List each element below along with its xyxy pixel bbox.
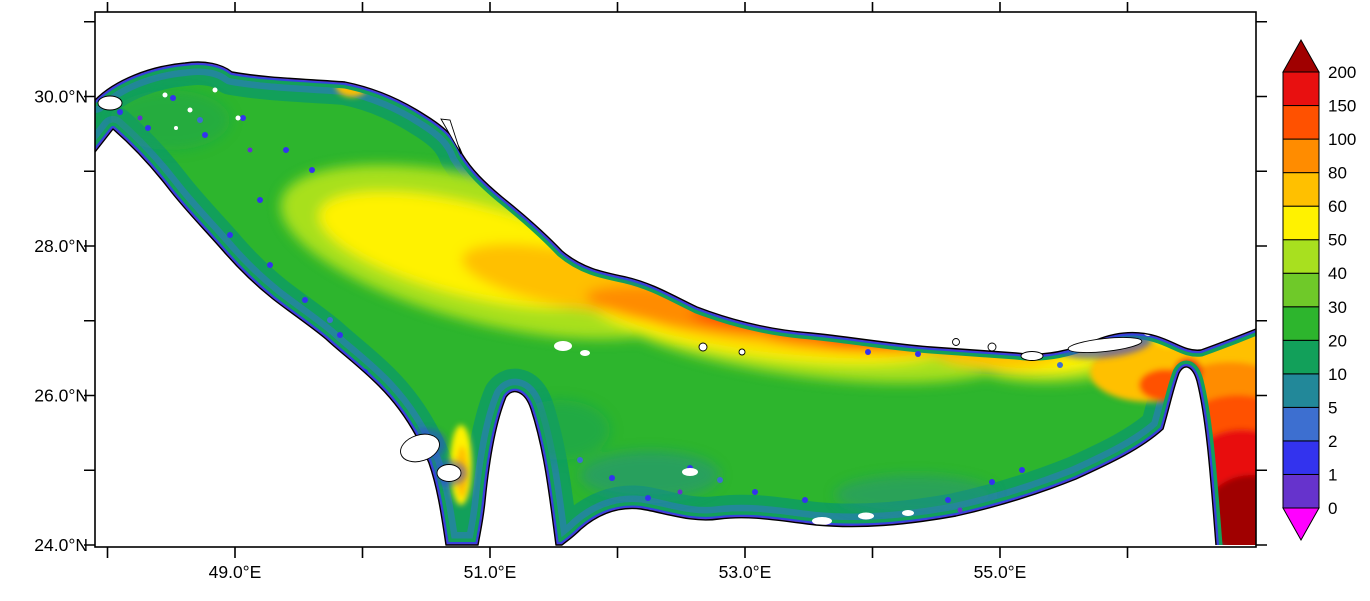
colorbar-label-150: 150 xyxy=(1328,97,1356,116)
colorbar-segment-40-50 xyxy=(1282,239,1320,274)
x-tick-label-55e: 55.0°E xyxy=(974,562,1027,582)
colorbar-label-0: 0 xyxy=(1328,499,1337,518)
colorbar-segment-150-200 xyxy=(1282,71,1320,107)
colorbar-label-50: 50 xyxy=(1328,231,1347,250)
colorbar-segment-20-30 xyxy=(1282,306,1320,341)
y-tick-label-26n: 26.0°N xyxy=(34,386,88,406)
colorbar-segment-100-150 xyxy=(1282,105,1320,140)
y-axis-labels: 24.0°N 26.0°N 28.0°N 30.0°N xyxy=(34,87,88,556)
plot-frame xyxy=(94,11,1257,548)
colorbar-label-30: 30 xyxy=(1328,298,1347,317)
x-tick-label-51e: 51.0°E xyxy=(464,562,517,582)
x-axis-ticks-bottom xyxy=(106,547,1129,558)
colorbar: 0 1 2 5 10 20 30 40 50 60 80 100 150 200 xyxy=(1282,38,1356,542)
colorbar-label-100: 100 xyxy=(1328,130,1356,149)
y-tick-label-24n: 24.0°N xyxy=(34,535,88,555)
colorbar-label-10: 10 xyxy=(1328,365,1347,384)
colorbar-label-5: 5 xyxy=(1328,398,1337,417)
colorbar-segment-0-1 xyxy=(1282,473,1320,509)
x-axis-ticks-top xyxy=(106,2,1129,12)
colorbar-labels: 0 1 2 5 10 20 30 40 50 60 80 100 150 200 xyxy=(1328,63,1356,518)
y-axis-ticks-left xyxy=(84,20,95,546)
colorbar-label-2: 2 xyxy=(1328,432,1337,451)
colorbar-segment-30-40 xyxy=(1282,272,1320,308)
colorbar-label-200: 200 xyxy=(1328,63,1356,82)
y-tick-label-28n: 28.0°N xyxy=(34,236,88,256)
colorbar-label-80: 80 xyxy=(1328,164,1347,183)
x-axis-labels: 49.0°E 51.0°E 53.0°E 55.0°E xyxy=(209,562,1027,582)
colorbar-label-60: 60 xyxy=(1328,197,1347,216)
y-axis-ticks-right xyxy=(1256,20,1267,546)
colorbar-segment-50-60 xyxy=(1282,205,1320,241)
x-tick-label-49e: 49.0°E xyxy=(209,562,262,582)
x-tick-label-53e: 53.0°E xyxy=(719,562,772,582)
colorbar-label-20: 20 xyxy=(1328,331,1347,350)
colorbar-segment-80-100 xyxy=(1282,138,1320,174)
colorbar-over-range-arrow xyxy=(1282,38,1320,73)
colorbar-segment-1-2 xyxy=(1282,440,1320,475)
y-tick-label-30n: 30.0°N xyxy=(34,87,88,107)
colorbar-segment-2-5 xyxy=(1282,406,1320,442)
colorbar-label-40: 40 xyxy=(1328,264,1347,283)
colorbar-under-range-arrow xyxy=(1282,507,1320,542)
islands xyxy=(97,95,1143,482)
colorbar-segment-5-10 xyxy=(1282,373,1320,408)
axis-ticks xyxy=(84,2,1267,558)
colorbar-segment-60-80 xyxy=(1282,172,1320,207)
colorbar-label-1: 1 xyxy=(1328,466,1337,485)
colorbar-segment-10-20 xyxy=(1282,339,1320,375)
